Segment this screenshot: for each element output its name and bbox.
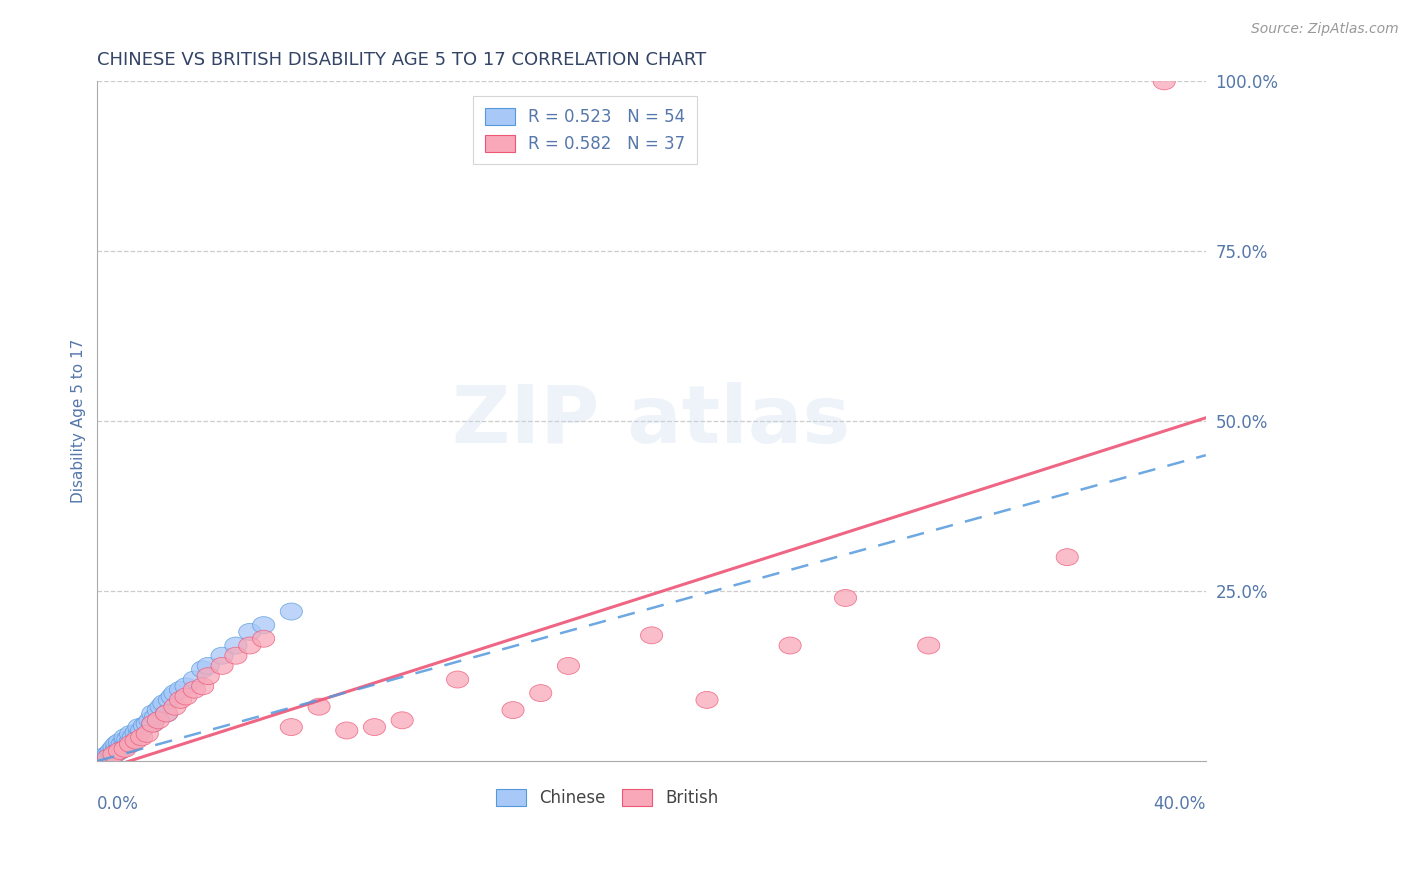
Ellipse shape [308,698,330,715]
Text: Source: ZipAtlas.com: Source: ZipAtlas.com [1251,22,1399,37]
Ellipse shape [128,719,150,736]
Ellipse shape [641,627,662,644]
Ellipse shape [156,705,177,722]
Ellipse shape [1056,549,1078,566]
Ellipse shape [139,712,162,729]
Ellipse shape [156,705,177,722]
Ellipse shape [169,691,191,708]
Ellipse shape [169,681,191,698]
Ellipse shape [136,715,159,732]
Ellipse shape [125,724,148,741]
Ellipse shape [103,742,125,759]
Ellipse shape [253,616,274,633]
Ellipse shape [120,732,142,749]
Ellipse shape [100,745,122,762]
Ellipse shape [114,739,136,756]
Ellipse shape [253,631,274,648]
Ellipse shape [239,624,262,640]
Ellipse shape [134,717,156,734]
Ellipse shape [211,648,233,665]
Ellipse shape [191,678,214,695]
Ellipse shape [1153,73,1175,90]
Ellipse shape [148,712,169,729]
Ellipse shape [136,725,159,742]
Ellipse shape [174,678,197,695]
Ellipse shape [150,698,172,715]
Ellipse shape [103,746,125,763]
Ellipse shape [165,684,186,702]
Ellipse shape [105,736,128,753]
Ellipse shape [835,590,856,607]
Ellipse shape [142,705,165,722]
Ellipse shape [162,688,183,705]
Ellipse shape [114,740,136,757]
Ellipse shape [336,722,359,739]
Ellipse shape [103,746,125,763]
Ellipse shape [502,702,524,719]
Ellipse shape [153,695,174,712]
Ellipse shape [211,657,233,674]
Ellipse shape [117,736,139,753]
Ellipse shape [97,748,120,765]
Ellipse shape [363,719,385,736]
Ellipse shape [100,747,122,764]
Ellipse shape [103,739,125,756]
Ellipse shape [122,729,145,746]
Ellipse shape [159,691,180,708]
Ellipse shape [391,712,413,729]
Ellipse shape [94,749,117,766]
Ellipse shape [145,708,167,725]
Ellipse shape [105,745,128,762]
Ellipse shape [100,742,122,759]
Text: ZIP atlas: ZIP atlas [453,382,851,460]
Ellipse shape [120,725,142,742]
Ellipse shape [114,732,136,749]
Ellipse shape [114,729,136,746]
Ellipse shape [530,684,551,702]
Ellipse shape [557,657,579,674]
Ellipse shape [108,739,131,756]
Ellipse shape [280,719,302,736]
Ellipse shape [97,746,120,763]
Ellipse shape [125,732,148,749]
Ellipse shape [239,637,262,654]
Ellipse shape [280,603,302,620]
Ellipse shape [117,731,139,747]
Ellipse shape [128,727,150,744]
Ellipse shape [131,722,153,739]
Y-axis label: Disability Age 5 to 17: Disability Age 5 to 17 [72,339,86,503]
Ellipse shape [131,729,153,746]
Ellipse shape [108,742,131,759]
Ellipse shape [105,740,128,757]
Ellipse shape [225,648,247,665]
Text: CHINESE VS BRITISH DISABILITY AGE 5 TO 17 CORRELATION CHART: CHINESE VS BRITISH DISABILITY AGE 5 TO 1… [97,51,707,69]
Ellipse shape [120,736,142,753]
Ellipse shape [91,750,114,767]
Ellipse shape [165,698,186,715]
Ellipse shape [108,742,131,759]
Ellipse shape [111,736,134,753]
Ellipse shape [225,637,247,654]
Ellipse shape [108,733,131,750]
Text: 0.0%: 0.0% [97,795,139,814]
Ellipse shape [696,691,718,708]
Ellipse shape [97,749,120,766]
Ellipse shape [148,702,169,719]
Legend: Chinese, British: Chinese, British [489,782,725,814]
Ellipse shape [918,637,939,654]
Ellipse shape [142,715,165,732]
Ellipse shape [94,747,117,764]
Ellipse shape [779,637,801,654]
Ellipse shape [447,671,468,688]
Ellipse shape [191,661,214,678]
Text: 40.0%: 40.0% [1153,795,1206,814]
Ellipse shape [111,740,134,757]
Ellipse shape [197,667,219,684]
Ellipse shape [183,681,205,698]
Ellipse shape [174,688,197,705]
Ellipse shape [197,657,219,674]
Ellipse shape [183,671,205,688]
Ellipse shape [142,715,165,732]
